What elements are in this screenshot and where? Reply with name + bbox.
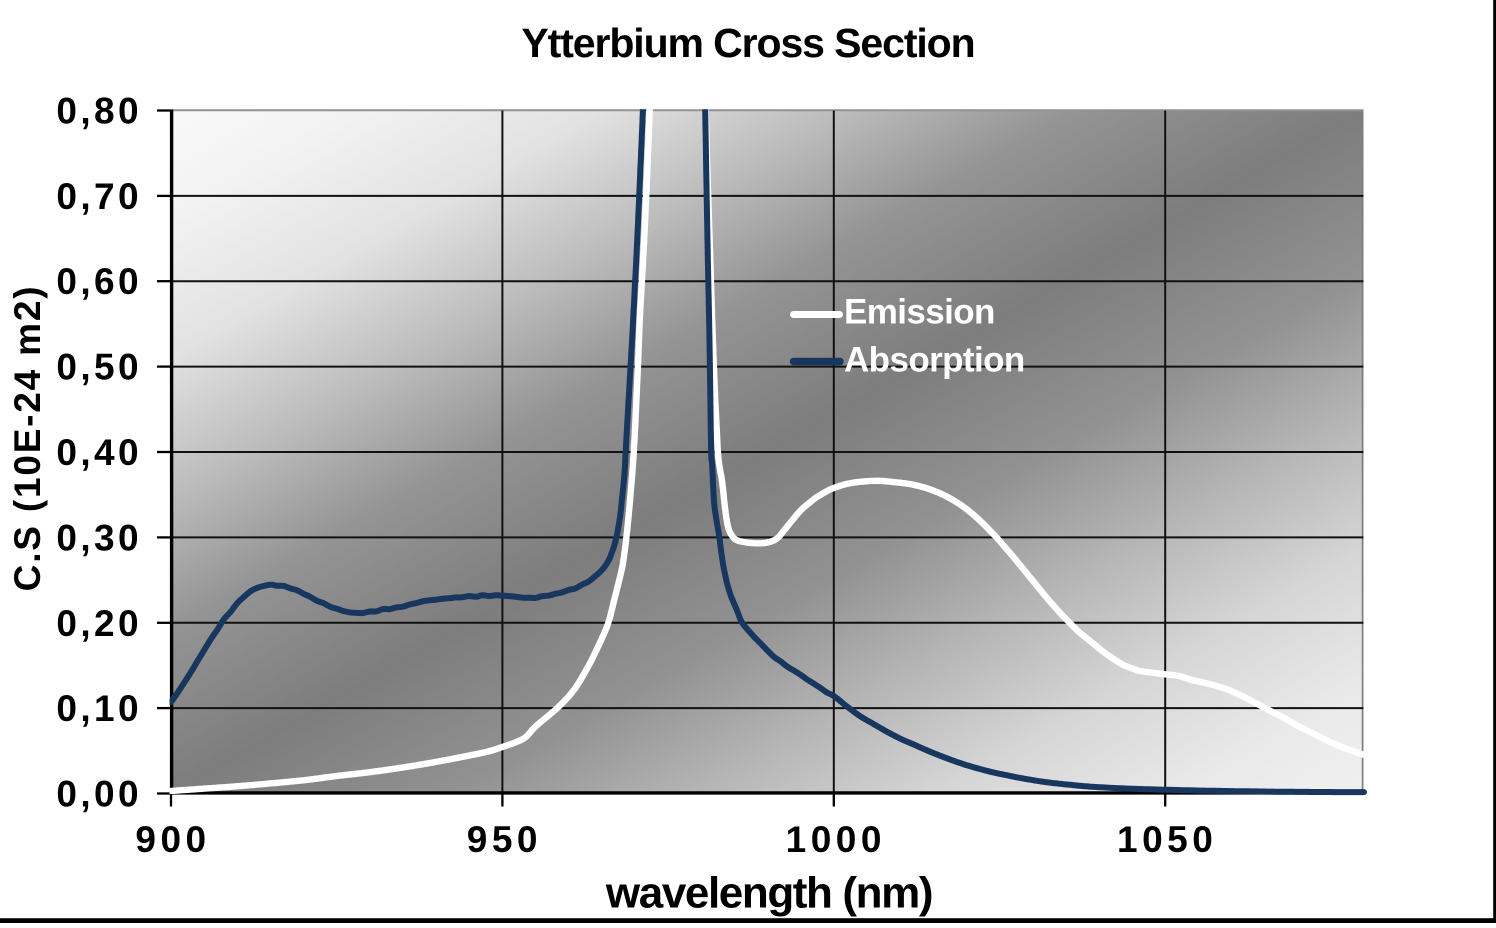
svg-text:0,00: 0,00 [56,774,142,815]
svg-text:1050: 1050 [1117,819,1217,860]
svg-text:Emission: Emission [844,293,995,332]
svg-text:900: 900 [135,819,210,860]
svg-text:wavelength (nm): wavelength (nm) [605,869,932,918]
svg-text:950: 950 [467,819,542,860]
svg-text:0,60: 0,60 [56,261,142,302]
svg-text:0,80: 0,80 [56,91,142,132]
svg-text:0,20: 0,20 [56,603,142,644]
svg-text:0,10: 0,10 [56,688,142,729]
svg-text:Ytterbium Cross Section: Ytterbium Cross Section [521,20,974,66]
svg-text:0,50: 0,50 [56,347,142,388]
svg-text:0,70: 0,70 [56,176,142,217]
svg-text:Absorption: Absorption [844,341,1025,380]
svg-text:0,30: 0,30 [56,517,142,558]
svg-text:0,40: 0,40 [56,432,142,473]
svg-text:C.S (10E-24 m2): C.S (10E-24 m2) [7,285,48,592]
svg-text:1000: 1000 [786,819,886,860]
